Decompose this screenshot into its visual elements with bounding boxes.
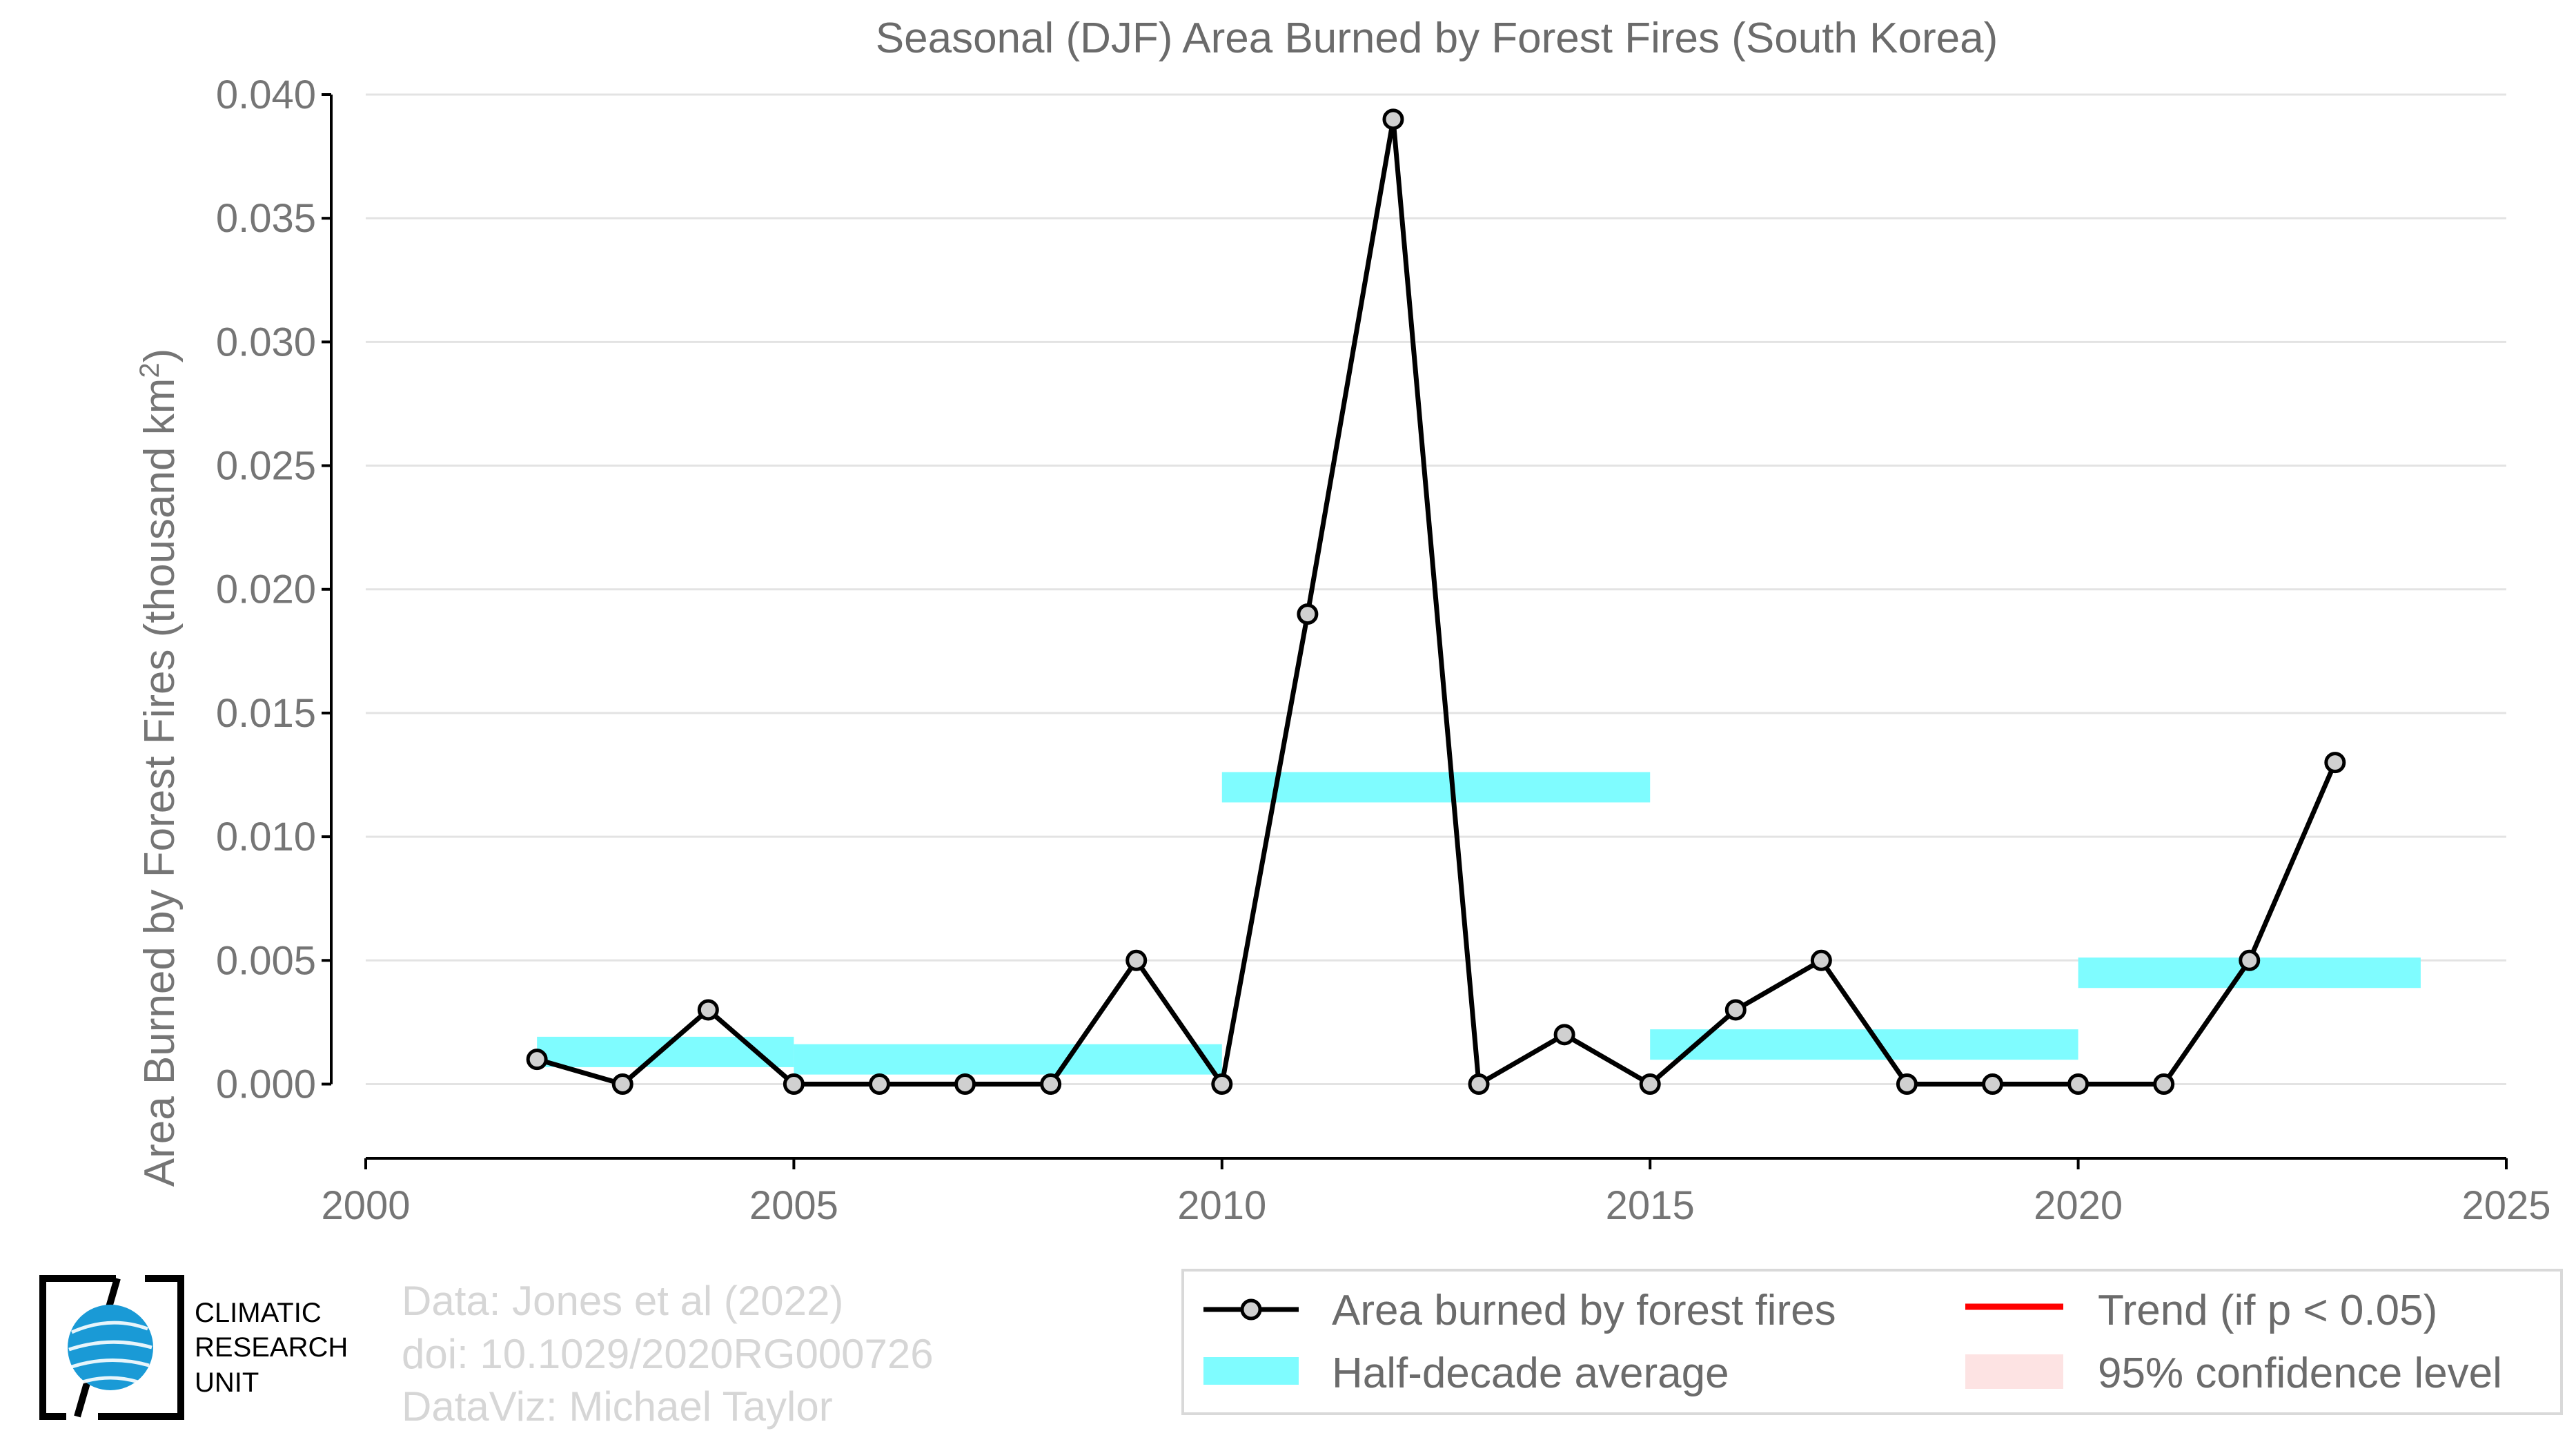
half-decade-band	[537, 1036, 794, 1067]
y-tick-label: 0.000	[216, 1062, 316, 1107]
legend-half-decade-swatch	[1203, 1357, 1299, 1385]
legend-frame	[1181, 1269, 2563, 1415]
logo-text-research: RESEARCH	[195, 1332, 348, 1363]
data-point	[1468, 1073, 1490, 1095]
x-tick-label: 2025	[2461, 1183, 2550, 1228]
legend-label-half-decade: Half-decade average	[1332, 1350, 1729, 1397]
y-axis-label-end: )	[136, 349, 184, 363]
half-decade-bands	[537, 772, 2421, 1075]
y-tick-labels: 0.000 0.005 0.010 0.015 0.020 0.025 0.030 0.035…	[216, 72, 316, 1107]
chart-title: Seasonal (DJF) Area Burned by Forest Fir…	[876, 14, 1998, 62]
x-tick-label: 2000	[321, 1183, 410, 1228]
data-point	[1553, 1024, 1575, 1046]
data-point	[1639, 1073, 1661, 1095]
credit-data-source: Data: Jones et al (2022)	[402, 1278, 843, 1324]
legend-label-confidence: 95% confidence level	[2098, 1350, 2502, 1397]
x-tick-label: 2015	[1606, 1183, 1695, 1228]
data-point	[2067, 1073, 2090, 1095]
data-point	[783, 1073, 805, 1095]
legend-marker-swatch	[1240, 1298, 1262, 1321]
data-point	[611, 1073, 633, 1095]
logo-bracket-left	[39, 1275, 116, 1420]
legend-label-trend: Trend (if p < 0.05)	[2098, 1287, 2437, 1334]
y-axis-label-main: Area Burned by Forest Fires (thousand km	[136, 378, 184, 1187]
y-tick-label: 0.005	[216, 938, 316, 983]
cru-logo: CLIMATIC RESEARCH UNIT	[39, 1275, 348, 1420]
legend-confidence-swatch	[1965, 1354, 2063, 1389]
data-point	[1896, 1073, 1918, 1095]
half-decade-band	[794, 1044, 1222, 1075]
data-point	[1297, 603, 1319, 625]
data-point	[2153, 1073, 2175, 1095]
x-tick-label: 2020	[2034, 1183, 2123, 1228]
y-tick-label: 0.040	[216, 72, 316, 117]
logo-bracket-right	[98, 1275, 184, 1420]
data-point	[954, 1073, 976, 1095]
logo-text-climatic: CLIMATIC	[195, 1298, 322, 1328]
series-line-path	[536, 117, 2338, 1087]
data-point	[1211, 1073, 1233, 1095]
data-point	[526, 1049, 548, 1071]
data-point	[2324, 752, 2346, 774]
y-tick-label: 0.030	[216, 320, 316, 364]
y-tick-label: 0.010	[216, 815, 316, 859]
data-point	[2239, 949, 2261, 971]
y-tick-label: 0.025	[216, 444, 316, 489]
data-point	[1724, 999, 1747, 1021]
logo-text-unit: UNIT	[195, 1367, 259, 1398]
series-line	[526, 108, 2346, 1095]
x-tick-label: 2010	[1177, 1183, 1266, 1228]
legend-label-area-burned: Area burned by forest fires	[1332, 1287, 1836, 1334]
data-point	[1125, 949, 1148, 971]
legend: Area burned by forest fires Trend (if p …	[1181, 1269, 2563, 1415]
y-axis-label: Area Burned by Forest Fires (thousand km…	[135, 349, 184, 1187]
data-point	[1982, 1073, 2004, 1095]
data-point	[868, 1073, 890, 1095]
data-point	[1382, 108, 1404, 130]
credit-doi: doi: 10.1029/2020RG000726	[402, 1331, 934, 1377]
y-axis-label-superscript: 2	[135, 362, 165, 378]
globe-wave-lines	[68, 1321, 153, 1384]
data-point	[1040, 1073, 1062, 1095]
axes	[322, 93, 2508, 1169]
x-tick-labels: 2000 2005 2010 2015 2020 2025	[321, 1183, 2550, 1228]
y-tick-label: 0.020	[216, 567, 316, 612]
data-point	[697, 999, 719, 1021]
half-decade-band	[1221, 772, 1651, 803]
x-tick-label: 2005	[749, 1183, 838, 1228]
y-tick-label: 0.015	[216, 691, 316, 736]
credit-dataviz: DataViz: Michael Taylor	[402, 1383, 833, 1430]
y-tick-label: 0.035	[216, 196, 316, 241]
data-point	[1810, 949, 1832, 971]
half-decade-band	[1650, 1029, 2078, 1060]
